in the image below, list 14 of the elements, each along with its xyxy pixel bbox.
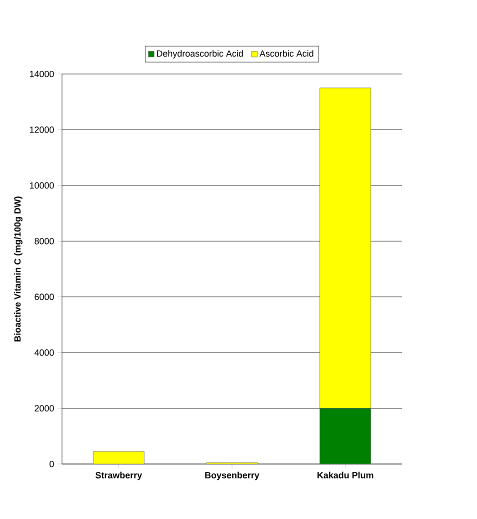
legend-label: Dehydroascorbic Acid [156,50,243,58]
x-tick-label: Strawberry [96,472,142,480]
y-tick-label: 12000 [30,126,54,133]
y-tick-label: 8000 [34,238,54,244]
y-tick-label: 14000 [30,70,54,78]
x-tick-label: Boysenberry [205,472,260,480]
y-tick-label: 6000 [34,294,54,300]
y-tick-label: 4000 [34,349,54,356]
y-tick-label: 0 [50,460,54,468]
y-tick-label: 10000 [30,182,54,189]
x-tick-label: Kakadu Plum [318,472,374,478]
y-tick-label: 2000 [34,405,54,412]
y-axis-title: Bioactive Vitamin C (mg/100g DW) [14,196,22,342]
legend-label: Ascorbic Acid [260,50,314,57]
